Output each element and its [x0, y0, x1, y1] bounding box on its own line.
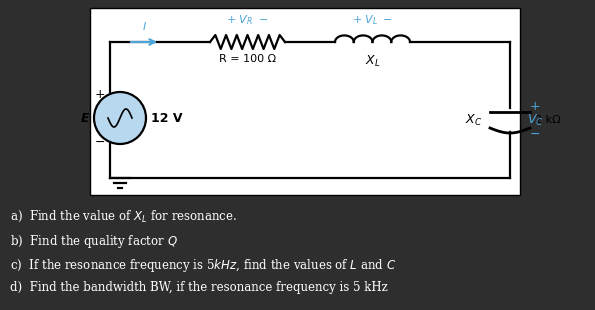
- Circle shape: [94, 92, 146, 144]
- Text: d)  Find the bandwidth BW, if the resonance frequency is 5 kHz: d) Find the bandwidth BW, if the resonan…: [10, 281, 388, 294]
- Text: $+\ V_L\ -$: $+\ V_L\ -$: [352, 13, 393, 27]
- Text: +: +: [530, 100, 540, 113]
- Text: b)  Find the quality factor $Q$: b) Find the quality factor $Q$: [10, 233, 178, 250]
- Text: 2 kΩ: 2 kΩ: [535, 115, 560, 125]
- Text: R = 100 Ω: R = 100 Ω: [219, 54, 276, 64]
- Text: −: −: [95, 135, 105, 148]
- Text: E: E: [80, 112, 89, 125]
- Text: −: −: [530, 127, 540, 140]
- Text: $+\ V_R\ -$: $+\ V_R\ -$: [227, 13, 268, 27]
- Text: +: +: [95, 87, 105, 100]
- Text: $V_C$: $V_C$: [527, 113, 543, 127]
- Text: a)  Find the value of $X_L$ for resonance.: a) Find the value of $X_L$ for resonance…: [10, 209, 237, 224]
- Text: $I$: $I$: [142, 20, 146, 32]
- Text: $X_C$: $X_C$: [465, 113, 482, 127]
- FancyBboxPatch shape: [90, 8, 520, 195]
- Text: $X_L$: $X_L$: [365, 54, 380, 69]
- Text: 12 V: 12 V: [151, 112, 183, 125]
- Text: c)  If the resonance frequency is 5$kHz$, find the values of $L$ and $C$: c) If the resonance frequency is 5$kHz$,…: [10, 257, 396, 274]
